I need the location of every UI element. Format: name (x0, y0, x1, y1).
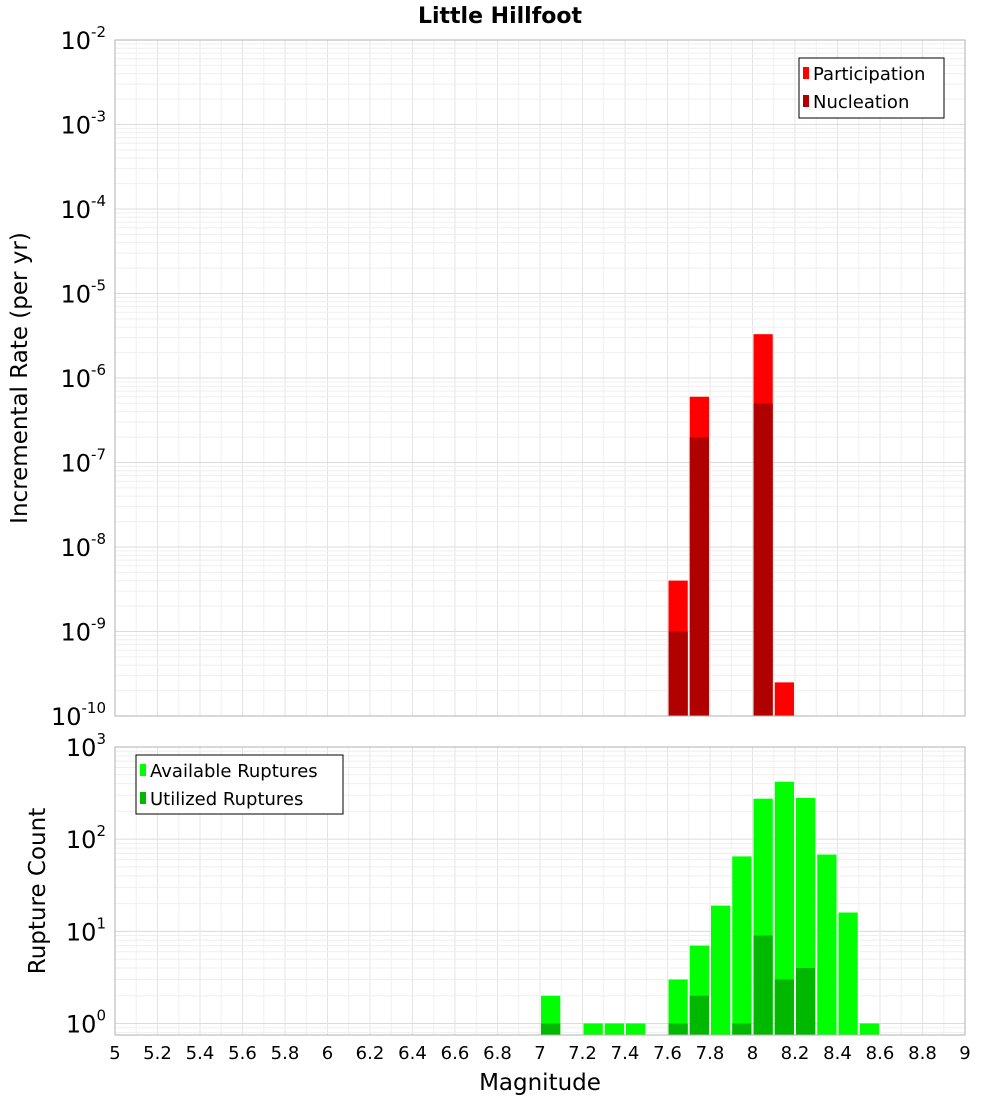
magnitude-x-tick-label: 8.6 (866, 1043, 895, 1064)
magnitude-x-tick-label: 5.6 (228, 1043, 257, 1064)
rate-y-tick-label: 10-3 (60, 108, 106, 140)
available-ruptures-bar (732, 856, 752, 1035)
magnitude-x-tick-label: 6.6 (441, 1043, 470, 1064)
rate-y-tick-labels: 10-2 10-3 10-4 10-5 10-6 10-7 10-8 10-9 10-10 (51, 23, 106, 731)
rupture-y-tick-label: 101 (66, 914, 106, 946)
magnitude-x-tick-label: 7.6 (653, 1043, 682, 1064)
rupture-legend-box (135, 754, 344, 815)
utilized-ruptures-bar (753, 935, 773, 1035)
magnitude-x-tick-label: 8 (747, 1043, 758, 1064)
magnitude-x-tick-label: 8.8 (908, 1043, 937, 1064)
utilized-ruptures-bar (796, 967, 816, 1035)
magnitude-x-tick-label: 6.4 (398, 1043, 427, 1064)
available-ruptures-legend-swatch (140, 764, 146, 776)
rate-legend-box (798, 57, 945, 119)
nucleation-bar (668, 631, 688, 716)
rupture-y-tick-label: 103 (66, 730, 106, 762)
available-ruptures-bar (838, 912, 858, 1035)
rupture-bars (541, 781, 879, 1035)
available-ruptures-bar (668, 979, 688, 1035)
rupture-legend: Available Ruptures Utilized Ruptures (135, 754, 344, 815)
utilized-ruptures-bar (541, 1023, 561, 1035)
rate-plot-frame (114, 39, 966, 717)
rate-legend: Participation Nucleation (798, 57, 945, 119)
nucleation-bar (689, 437, 709, 716)
rate-y-tick-label: 10-2 (60, 23, 106, 55)
rate-y-tick-label: 10-6 (60, 361, 106, 393)
available-ruptures-bar (583, 1023, 603, 1035)
rate-grid (114, 40, 966, 717)
available-ruptures-bar (626, 1023, 646, 1035)
nucleation-legend-swatch (803, 95, 809, 107)
magnitude-x-tick-label: 5.2 (143, 1043, 172, 1064)
magnitude-x-tick-labels: 5 5.2 5.4 5.6 5.8 6 6.2 6.4 6.6 6.8 7 7.2 7.4 7.6 7.8 8… (109, 1043, 970, 1064)
magnitude-x-tick-label: 7.4 (611, 1043, 640, 1064)
rate-y-tick-label: 10-5 (60, 277, 106, 309)
magnitude-x-tick-label: 5 (109, 1043, 120, 1064)
chart-title: Little Hillfoot (418, 4, 583, 29)
rate-bars (668, 334, 794, 716)
rate-panel: 10-2 10-3 10-4 10-5 10-6 10-7 10-8 10-9 10-10 In… (7, 23, 966, 731)
nucleation-bar (753, 403, 773, 716)
available-ruptures-bar (604, 1023, 624, 1035)
magnitude-x-tick-label: 5.4 (186, 1043, 215, 1064)
magnitude-x-tick-label: 8.2 (781, 1043, 810, 1064)
utilized-ruptures-bar (774, 979, 794, 1035)
x-axis-label: Magnitude (479, 1070, 601, 1096)
nucleation-legend-label: Nucleation (813, 92, 909, 113)
rupture-y-tick-labels: 103 102 101 100 (66, 730, 106, 1038)
rupture-y-axis-label: Rupture Count (25, 808, 51, 974)
utilized-ruptures-legend-swatch (140, 792, 146, 804)
magnitude-x-tick-label: 6.2 (356, 1043, 385, 1064)
magnitude-x-tick-label: 6.8 (483, 1043, 512, 1064)
available-ruptures-bar (817, 854, 837, 1035)
utilized-ruptures-legend-label: Utilized Ruptures (150, 789, 303, 810)
utilized-ruptures-bar (689, 995, 709, 1035)
available-ruptures-bar (774, 781, 794, 1035)
magnitude-x-tick-label: 7 (534, 1043, 545, 1064)
available-ruptures-bar (711, 905, 731, 1035)
rate-y-axis-label: Incremental Rate (per yr) (7, 232, 33, 524)
utilized-ruptures-bar (668, 1023, 688, 1035)
magnitude-x-tick-label: 6 (322, 1043, 333, 1064)
participation-bar (774, 682, 794, 716)
rate-y-tick-label: 10-9 (60, 615, 106, 647)
participation-legend-swatch (803, 67, 809, 79)
utilized-ruptures-bar (732, 1023, 752, 1035)
magnitude-x-tick-label: 7.8 (696, 1043, 725, 1064)
available-ruptures-legend-label: Available Ruptures (150, 761, 318, 782)
magnitude-x-tick-label: 8.4 (823, 1043, 852, 1064)
rupture-count-panel: 103 102 101 100 5 5.2 5.4 5.6 5.8 6 6.2 6.4 6.6 6.8 7… (25, 730, 971, 1096)
participation-legend-label: Participation (813, 64, 925, 85)
available-ruptures-bar (859, 1023, 879, 1035)
magnitude-x-tick-label: 9 (959, 1043, 970, 1064)
magnitude-x-tick-label: 5.8 (271, 1043, 300, 1064)
rupture-plot-frame (114, 746, 966, 1036)
rate-y-tick-label: 10-4 (60, 192, 106, 224)
rate-y-tick-label: 10-7 (60, 446, 106, 478)
rupture-y-tick-label: 102 (66, 822, 106, 854)
rate-y-tick-label: 10-8 (60, 530, 106, 562)
rupture-y-tick-label: 100 (66, 1006, 106, 1038)
magnitude-x-tick-label: 7.2 (568, 1043, 597, 1064)
rate-y-tick-label: 10-10 (51, 699, 106, 731)
